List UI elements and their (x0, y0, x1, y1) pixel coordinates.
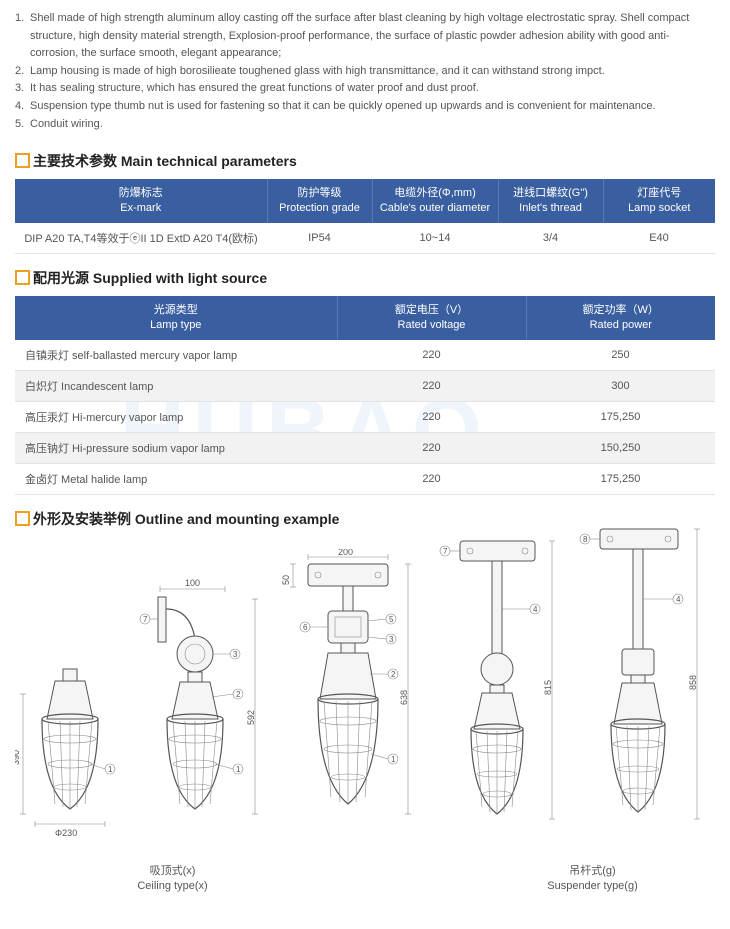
feature-item: It has sealing structure, which has ensu… (15, 80, 715, 98)
svg-text:5: 5 (389, 615, 394, 624)
table-row: 自镇汞灯 self-ballasted mercury vapor lamp22… (15, 340, 715, 371)
svg-text:2: 2 (236, 690, 241, 699)
svg-text:3: 3 (233, 650, 238, 659)
th-lamptype: 光源类型Lamp type (15, 296, 337, 340)
diagram-labels: 吸顶式(x) Ceiling type(x) 吊杆式(g) Suspender … (15, 864, 715, 895)
svg-text:1: 1 (108, 765, 113, 774)
dim-50: 50 (281, 575, 291, 585)
diagram-area: Φ230 390 1 (15, 539, 715, 859)
table-row: 金卤灯 Metal halide lamp220175,250 (15, 463, 715, 494)
th-exmark: 防爆标志Ex-mark (15, 179, 267, 223)
dim-390: 390 (15, 750, 21, 765)
dim-200: 200 (338, 549, 353, 557)
th-socket: 灯座代号Lamp socket (603, 179, 715, 223)
feature-item: Shell made of high strength aluminum all… (15, 10, 715, 63)
table-row: 白炽灯 Incandescent lamp220300 (15, 370, 715, 401)
diagram-lamp-suspender-b: 858 8 4 (570, 519, 710, 839)
svg-text:7: 7 (443, 547, 448, 556)
diagram-lamp-arm: 100 592 7 3 2 1 (130, 579, 270, 839)
label-suspender-zh: 吊杆式(g) (569, 865, 615, 877)
table-row: 高压汞灯 Hi-mercury vapor lamp220175,250 (15, 401, 715, 432)
dim-592: 592 (246, 710, 256, 725)
diagram-lamp-ceiling: 200 50 638 6 5 3 2 1 (273, 549, 423, 839)
svg-text:1: 1 (391, 755, 396, 764)
svg-text:4: 4 (533, 605, 538, 614)
th-protection: 防护等级Protection grade (267, 179, 372, 223)
svg-text:8: 8 (583, 535, 588, 544)
table-row: 高压钠灯 Hi-pressure sodium vapor lamp220150… (15, 432, 715, 463)
dim-d230: Φ230 (55, 828, 77, 838)
diagram-lamp-basic: Φ230 390 1 (15, 639, 125, 839)
diagram-lamp-suspender-a: 815 7 4 (430, 529, 565, 839)
dim-100: 100 (185, 579, 200, 588)
feature-item: Conduit wiring. (15, 116, 715, 134)
th-inlet: 进线口螺纹(G")Inlet's thread (498, 179, 603, 223)
dim-858: 858 (688, 675, 698, 690)
feature-item: Lamp housing is made of high borosilieat… (15, 63, 715, 81)
label-ceiling-en: Ceiling type(x) (137, 880, 207, 892)
svg-text:1: 1 (236, 765, 241, 774)
dim-815: 815 (543, 680, 553, 695)
th-voltage: 额定电压（V）Rated voltage (337, 296, 526, 340)
section-title-light: 配用光源 Supplied with light source (15, 268, 715, 288)
table-row: DIP A20 TA,T4等效于ⓔII 1D ExtD A20 T4(欧标) I… (15, 223, 715, 254)
th-power: 额定功率（W）Rated power (526, 296, 715, 340)
svg-text:4: 4 (676, 595, 681, 604)
svg-text:3: 3 (389, 635, 394, 644)
light-table: 光源类型Lamp type 额定电压（V）Rated voltage 额定功率（… (15, 296, 715, 495)
label-suspender-en: Suspender type(g) (547, 880, 638, 892)
svg-text:6: 6 (303, 623, 308, 632)
section-title-params: 主要技术参数 Main technical parameters (15, 151, 715, 171)
svg-text:2: 2 (391, 670, 396, 679)
params-table: 防爆标志Ex-mark 防护等级Protection grade 电缆外径(Φ,… (15, 179, 715, 254)
th-cable: 电缆外径(Φ,mm)Cable's outer diameter (372, 179, 498, 223)
dim-638: 638 (399, 690, 409, 705)
feature-item: Suspension type thumb nut is used for fa… (15, 98, 715, 116)
features-list: Shell made of high strength aluminum all… (15, 10, 715, 133)
label-ceiling-zh: 吸顶式(x) (150, 865, 196, 877)
svg-text:7: 7 (143, 615, 148, 624)
